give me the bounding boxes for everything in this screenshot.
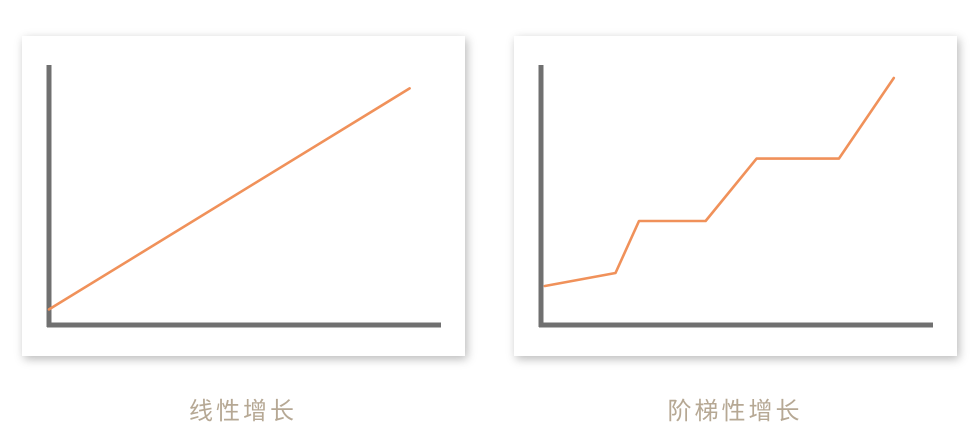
linear-growth-caption: 线性增长 xyxy=(189,397,297,425)
step-growth-chart xyxy=(538,65,933,328)
linear-growth-chart-panel xyxy=(22,36,465,356)
series-line-0 xyxy=(47,87,411,311)
step-growth-caption: 阶梯性增长 xyxy=(667,397,803,425)
step-growth-chart-panel xyxy=(514,36,957,356)
series-line-0 xyxy=(543,76,896,288)
chart-axes xyxy=(46,65,441,328)
linear-growth-chart xyxy=(46,65,441,328)
series-layer xyxy=(47,87,411,311)
chart-axes xyxy=(538,65,933,328)
series-layer xyxy=(543,76,896,288)
